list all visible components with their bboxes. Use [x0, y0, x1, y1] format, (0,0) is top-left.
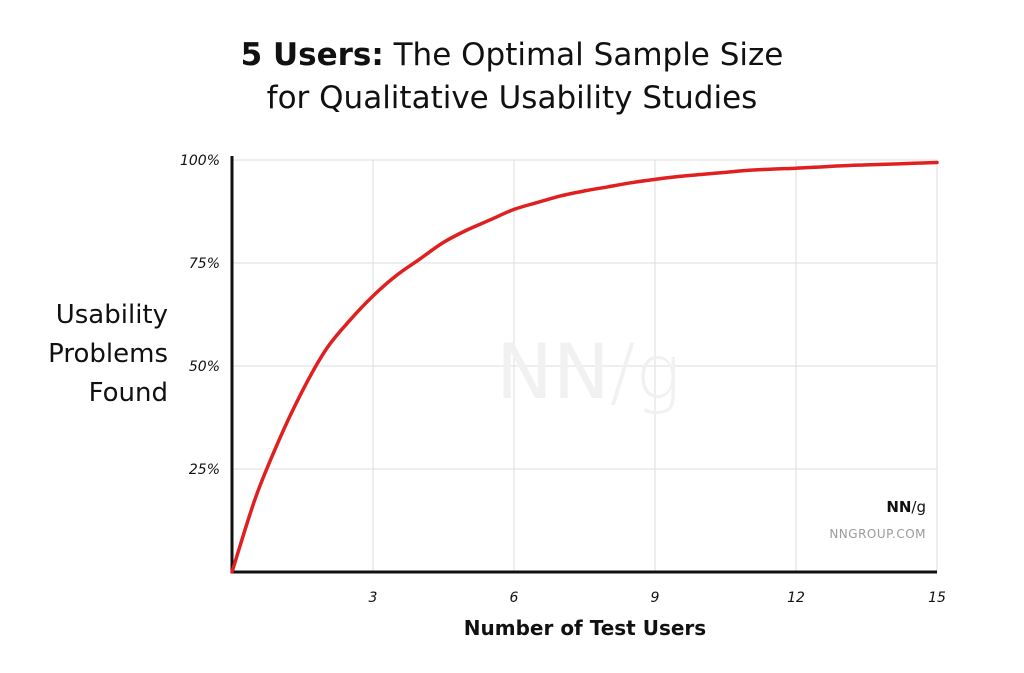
x-tick-labels: 3 6 9 12 15 [369, 590, 946, 606]
brand-logo-suffix: /g [911, 498, 926, 516]
x-axis-label: Number of Test Users [463, 616, 707, 640]
chart-title-bold: 5 Users: [240, 37, 384, 73]
x-tick-label: 9 [651, 590, 660, 606]
watermark-main: NN [496, 327, 610, 416]
x-tick-label: 6 [510, 590, 519, 606]
brand-logo-main: NN [886, 498, 911, 516]
y-tick-label: 25% [189, 462, 220, 478]
chart-title-line-2: for Qualitative Usability Studies [266, 80, 758, 116]
watermark-text: NN/g [496, 327, 681, 416]
y-tick-label: 75% [189, 256, 220, 272]
y-axis-label-line-3: Found [88, 378, 168, 408]
brand-block: NN/g NNGROUP.COM [829, 498, 926, 541]
series-line [230, 160, 939, 574]
y-tick-label: 50% [189, 359, 220, 375]
series-group [230, 160, 939, 574]
y-axis-label-line-1: Usability [55, 300, 168, 330]
watermark-logo: NN/g [496, 327, 681, 416]
y-tick-labels: 25% 50% 75% 100% [180, 153, 220, 478]
x-tick-label: 3 [369, 590, 378, 606]
y-axis-label: Usability Problems Found [20, 296, 168, 413]
brand-url: NNGROUP.COM [829, 527, 926, 541]
grid-lines [232, 159, 938, 572]
y-axis-label-line-2: Problems [48, 339, 168, 369]
chart-title: 5 Users: The Optimal Sample Size for Qua… [0, 34, 1024, 120]
x-tick-label: 12 [787, 590, 805, 606]
y-tick-label: 100% [180, 153, 220, 169]
x-tick-label: 15 [928, 590, 946, 606]
chart-title-line-1: 5 Users: The Optimal Sample Size [0, 34, 1024, 77]
axes [230, 156, 937, 574]
watermark-slash: /g [610, 327, 681, 416]
brand-logo: NN/g [886, 498, 926, 516]
chart-title-rest: The Optimal Sample Size [393, 37, 784, 73]
